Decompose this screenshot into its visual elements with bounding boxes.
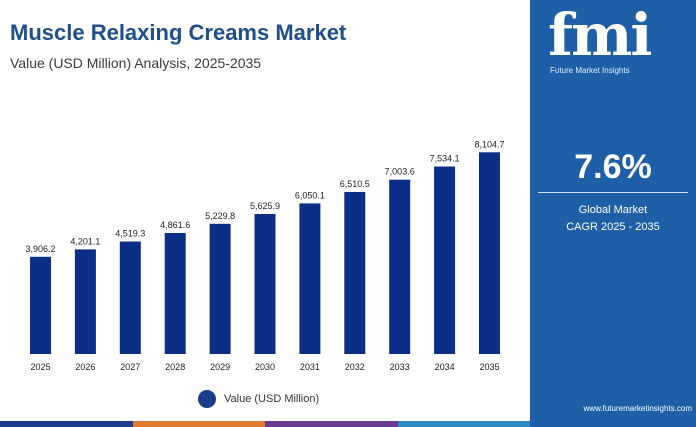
sidebar-panel: fmi Future Market Insights 7.6% Global M… [530, 0, 696, 427]
bar-2026 [74, 249, 96, 354]
x-tick-2027: 2027 [120, 362, 140, 372]
data-label-2028: 4,861.6 [160, 220, 190, 230]
data-label-2026: 4,201.1 [70, 236, 100, 246]
x-tick-2030: 2030 [255, 362, 275, 372]
bar-2028 [164, 233, 186, 354]
strip-segment-4 [397, 421, 530, 427]
bottom-color-strip [0, 421, 530, 427]
data-label-2029: 5,229.8 [205, 211, 235, 221]
data-label-2030: 5,625.9 [250, 201, 280, 211]
x-tick-2025: 2025 [30, 362, 50, 372]
data-label-2035: 8,104.7 [474, 139, 504, 149]
cagr-divider [538, 192, 688, 193]
strip-segment-2 [132, 421, 265, 427]
data-label-2025: 3,906.2 [25, 244, 55, 254]
cagr-label-line1: Global Market [578, 204, 648, 216]
strip-segment-1 [0, 421, 133, 427]
logo-tagline: Future Market Insights [550, 66, 630, 75]
bar-2030 [254, 214, 276, 354]
fmi-logo: fmi [548, 1, 652, 69]
x-tick-2032: 2032 [345, 362, 365, 372]
x-tick-2033: 2033 [390, 362, 410, 372]
legend-label: Value (USD Million) [224, 393, 320, 405]
x-tick-2034: 2034 [435, 362, 455, 372]
bar-2033 [389, 179, 411, 354]
x-tick-2029: 2029 [210, 362, 230, 372]
bar-2031 [299, 203, 321, 354]
website-link[interactable]: www.futuremarketinsights.com [583, 404, 692, 413]
data-label-2033: 7,003.6 [385, 167, 415, 177]
bar-2029 [209, 223, 231, 354]
legend-swatch [198, 390, 216, 408]
data-label-2032: 6,510.5 [340, 179, 370, 189]
data-label-2027: 4,519.3 [115, 229, 145, 239]
bar-2035 [479, 152, 500, 354]
legend: Value (USD Million) [198, 390, 319, 408]
bar-2034 [434, 166, 456, 354]
x-tick-2031: 2031 [300, 362, 320, 372]
chart-subtitle: Value (USD Million) Analysis, 2025-2035 [10, 55, 262, 71]
x-tick-2028: 2028 [165, 362, 185, 372]
bar-2027 [119, 241, 141, 354]
x-tick-2035: 2035 [479, 362, 499, 372]
strip-segment-3 [265, 421, 398, 427]
bar-2025 [30, 256, 51, 354]
data-label-2034: 7,534.1 [430, 154, 460, 164]
cagr-label-line2: CAGR 2025 - 2035 [566, 221, 660, 233]
bar-chart: 3,906.2 2025 4,201.1 2026 4,519.3 2027 4,861.6… [25, 139, 504, 372]
bar-2032 [344, 192, 366, 354]
data-label-2031: 6,050.1 [295, 190, 325, 200]
cagr-value: 7.6% [574, 148, 652, 186]
chart-panel: Muscle Relaxing Creams Market Value (USD… [0, 20, 530, 427]
chart-title: Muscle Relaxing Creams Market [10, 20, 347, 45]
x-tick-2026: 2026 [75, 362, 95, 372]
